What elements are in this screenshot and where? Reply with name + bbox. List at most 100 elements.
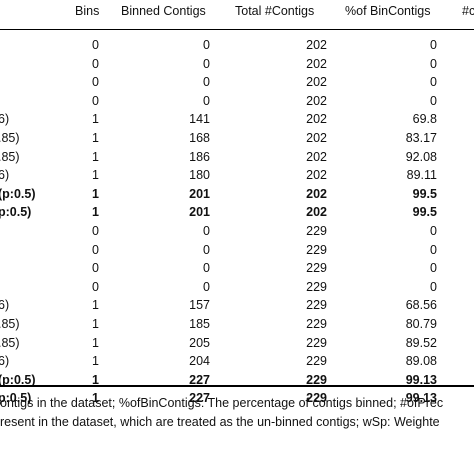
row-label: 6) (0, 112, 10, 126)
cell-binned-contigs: 0 (203, 224, 210, 238)
cell-pct-bin-contigs: 80.79 (405, 317, 437, 331)
cell-bins: 0 (92, 57, 99, 71)
cell-pct-bin-contigs: 68.56 (405, 298, 437, 312)
cell-pct-bin-contigs: 99.5 (412, 205, 437, 219)
row-label: .85) (0, 336, 20, 350)
cell-binned-contigs: 0 (203, 57, 210, 71)
cell-total-contigs: 229 (306, 280, 327, 294)
cell-binned-contigs: 0 (203, 94, 210, 108)
cell-binned-contigs: 141 (189, 112, 210, 126)
cell-pct-bin-contigs: 99.13 (405, 373, 437, 387)
row-label: (p:0.5) (0, 373, 36, 387)
cell-pct-bin-contigs: 69.8 (412, 112, 437, 126)
cell-total-contigs: 202 (306, 131, 327, 145)
cell-total-contigs: 202 (306, 205, 327, 219)
cell-bins: 1 (92, 150, 99, 164)
cell-binned-contigs: 204 (189, 354, 210, 368)
cell-bins: 0 (92, 38, 99, 52)
cell-bins: 0 (92, 94, 99, 108)
row-label: 6) (0, 298, 10, 312)
cell-binned-contigs: 186 (189, 150, 210, 164)
cell-total-contigs: 229 (306, 354, 327, 368)
cell-bins: 1 (92, 298, 99, 312)
cell-pct-bin-contigs: 0 (430, 224, 437, 238)
cell-pct-bin-contigs: 89.11 (406, 168, 437, 182)
cell-bins: 1 (92, 373, 99, 387)
header-pct-bin-contigs: %of BinContigs (345, 4, 431, 18)
cell-bins: 0 (92, 280, 99, 294)
cell-pct-bin-contigs: 83.17 (405, 131, 437, 145)
cell-pct-bin-contigs: 0 (430, 280, 437, 294)
cell-pct-bin-contigs: 0 (430, 75, 437, 89)
cell-binned-contigs: 157 (189, 298, 210, 312)
cell-binned-contigs: 201 (189, 187, 210, 201)
cell-bins: 1 (92, 187, 99, 201)
row-label: .85) (0, 131, 20, 145)
cell-total-contigs: 229 (306, 224, 327, 238)
cell-binned-contigs: 227 (189, 391, 210, 405)
table-bottom-rule (0, 385, 474, 387)
cell-pct-bin-contigs: 99.13 (405, 391, 437, 405)
header-binned-contigs: Binned Contigs (121, 4, 206, 18)
cell-binned-contigs: 0 (203, 243, 210, 257)
cell-bins: 1 (92, 112, 99, 126)
row-label: p:0.5) (0, 391, 32, 405)
header-bins: Bins (75, 4, 100, 18)
cell-binned-contigs: 205 (189, 336, 210, 350)
cell-bins: 1 (92, 205, 99, 219)
header-total-contigs: Total #Contigs (235, 4, 315, 18)
cell-total-contigs: 229 (306, 336, 327, 350)
cell-total-contigs: 229 (306, 391, 327, 405)
cell-total-contigs: 202 (306, 94, 327, 108)
cell-bins: 0 (92, 224, 99, 238)
cell-total-contigs: 202 (306, 75, 327, 89)
row-label: .85) (0, 317, 20, 331)
row-label: 6) (0, 354, 10, 368)
footnote-line-1: ontigs in the dataset; %ofBinContigs: Th… (0, 396, 444, 410)
cell-bins: 0 (92, 261, 99, 275)
cell-binned-contigs: 168 (189, 131, 210, 145)
cell-binned-contigs: 185 (189, 317, 210, 331)
cell-bins: 1 (92, 317, 99, 331)
row-label: .85) (0, 150, 20, 164)
cell-pct-bin-contigs: 0 (430, 38, 437, 52)
cell-pct-bin-contigs: 92.08 (405, 150, 437, 164)
cell-pct-bin-contigs: 99.5 (412, 187, 437, 201)
row-label: p:0.5) (0, 205, 32, 219)
cell-binned-contigs: 0 (203, 75, 210, 89)
cell-total-contigs: 229 (306, 261, 327, 275)
cell-total-contigs: 202 (306, 38, 327, 52)
cell-bins: 1 (92, 336, 99, 350)
cell-binned-contigs: 0 (203, 261, 210, 275)
cell-binned-contigs: 227 (189, 373, 210, 387)
cell-total-contigs: 202 (306, 187, 327, 201)
cell-bins: 1 (92, 131, 99, 145)
cell-pct-bin-contigs: 0 (430, 57, 437, 71)
cell-pct-bin-contigs: 89.52 (405, 336, 437, 350)
cell-pct-bin-contigs: 0 (430, 94, 437, 108)
cell-total-contigs: 229 (306, 373, 327, 387)
cell-total-contigs: 229 (306, 243, 327, 257)
cell-pct-bin-contigs: 89.08 (405, 354, 437, 368)
cell-total-contigs: 202 (306, 57, 327, 71)
cell-total-contigs: 202 (306, 112, 327, 126)
table-top-rule (0, 29, 474, 30)
cell-total-contigs: 202 (306, 150, 327, 164)
cell-binned-contigs: 180 (189, 168, 210, 182)
cell-binned-contigs: 0 (203, 38, 210, 52)
cell-total-contigs: 229 (306, 317, 327, 331)
row-label: 6) (0, 168, 10, 182)
row-label: (p:0.5) (0, 187, 36, 201)
header-next-column-partial: #c (462, 4, 474, 18)
cell-bins: 1 (92, 354, 99, 368)
cell-bins: 1 (92, 391, 99, 405)
footnote-line-2: resent in the dataset, which are treated… (0, 415, 440, 429)
cell-total-contigs: 229 (306, 298, 327, 312)
cell-bins: 1 (92, 168, 99, 182)
cell-binned-contigs: 0 (203, 280, 210, 294)
cell-bins: 0 (92, 75, 99, 89)
cell-pct-bin-contigs: 0 (430, 261, 437, 275)
cell-binned-contigs: 201 (189, 205, 210, 219)
cell-pct-bin-contigs: 0 (430, 243, 437, 257)
